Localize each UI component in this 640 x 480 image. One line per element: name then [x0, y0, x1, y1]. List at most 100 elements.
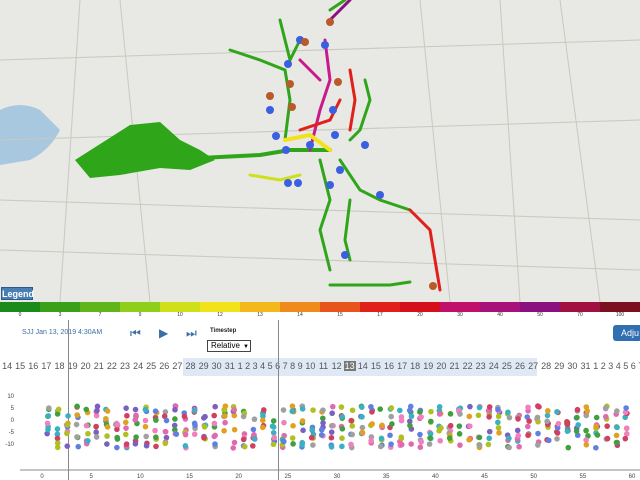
timeline-day[interactable]: 22 — [106, 361, 117, 371]
scatter-point — [250, 426, 257, 433]
timeline-day[interactable]: 21 — [93, 361, 104, 371]
scatter-point — [152, 427, 158, 434]
timeline-day[interactable]: 29 — [554, 361, 565, 371]
timeline-day[interactable]: 5 — [623, 361, 629, 371]
timeline-day[interactable]: 26 — [514, 361, 525, 371]
timeline-day[interactable]: 27 — [528, 361, 539, 371]
timeline-day[interactable]: 12 — [331, 361, 342, 371]
timeline-day[interactable]: 5 — [267, 361, 273, 371]
timeline-day[interactable]: 25 — [146, 361, 157, 371]
timeline-day[interactable]: 8 — [290, 361, 296, 371]
timeline-day[interactable]: 17 — [397, 361, 408, 371]
timeline-day[interactable]: 31 — [224, 361, 235, 371]
adjust-button[interactable]: Adju — [613, 325, 640, 341]
timeline-day[interactable]: 3 — [252, 361, 258, 371]
timeline-day[interactable]: 1 — [593, 361, 599, 371]
facility-markers[interactable] — [266, 18, 437, 290]
timeline-day[interactable]: 26 — [159, 361, 170, 371]
timeline-day[interactable]: 20 — [436, 361, 447, 371]
scatter-point — [486, 404, 493, 410]
timeline-day[interactable]: 28 — [541, 361, 552, 371]
timeline-day[interactable]: 4 — [615, 361, 621, 371]
scatter-point — [398, 441, 405, 448]
scatter-point — [387, 432, 393, 439]
skip-forward-icon[interactable]: ⏭ — [186, 326, 197, 340]
timeline-day[interactable]: 15 — [370, 361, 381, 371]
scatter-point — [623, 425, 630, 431]
timestep-label: Timestep — [210, 328, 237, 334]
timeline-day[interactable]: 19 — [423, 361, 434, 371]
scatter-point — [240, 436, 247, 443]
map-view[interactable]: Legend — [0, 0, 640, 302]
timeline-day[interactable]: 7 — [638, 361, 640, 371]
timeline-day[interactable]: 29 — [198, 361, 209, 371]
timeline-day[interactable]: 27 — [172, 361, 183, 371]
scatter-point — [201, 434, 207, 441]
timeline-range-highlight[interactable] — [183, 358, 537, 376]
timeline-day[interactable]: 30 — [567, 361, 578, 371]
timeline-day[interactable]: 17 — [41, 361, 52, 371]
timeline-day[interactable]: 13 — [343, 361, 356, 371]
scatter-point — [309, 427, 315, 433]
timeline-day[interactable]: 30 — [211, 361, 222, 371]
timeline-day[interactable]: 18 — [54, 361, 65, 371]
timeline-day[interactable]: 25 — [501, 361, 512, 371]
scatter-point — [181, 413, 188, 420]
scatter-point — [398, 414, 405, 420]
timeline-day[interactable]: 3 — [608, 361, 614, 371]
timeline-day[interactable]: 7 — [282, 361, 288, 371]
timeline-day[interactable]: 21 — [449, 361, 460, 371]
timeline-day[interactable]: 23 — [475, 361, 486, 371]
scatter-point — [299, 441, 305, 448]
skip-back-icon[interactable]: ⏮ — [130, 326, 141, 340]
timeline-day[interactable]: 2 — [245, 361, 251, 371]
timeline-day[interactable]: 16 — [383, 361, 394, 371]
scatter-point — [328, 429, 335, 435]
scatter-point — [163, 417, 170, 424]
timeline-day[interactable]: 6 — [274, 361, 281, 371]
timeline-day[interactable]: 15 — [15, 361, 26, 371]
timeline-day[interactable]: 6 — [630, 361, 636, 371]
timeline-day[interactable]: 20 — [80, 361, 91, 371]
x-tick-label: 5 — [89, 474, 93, 480]
scatter-point — [369, 409, 375, 415]
timeline-day[interactable]: 23 — [119, 361, 130, 371]
play-icon[interactable]: ▶ — [159, 326, 169, 340]
scatter-point — [122, 431, 129, 438]
scatter-point — [486, 428, 493, 435]
scatter-point — [212, 403, 218, 410]
timeline-day[interactable]: 9 — [297, 361, 303, 371]
color-scale-segment — [600, 302, 640, 312]
scatter-point — [418, 439, 425, 445]
map-canvas[interactable] — [0, 0, 640, 302]
color-scale-label: 17 — [377, 312, 383, 318]
timeline-day[interactable]: 19 — [67, 361, 78, 371]
scatter-point — [172, 406, 178, 413]
scatter-point — [251, 432, 257, 438]
day-timeline[interactable]: 14 15 16 17 18 19 20 21 22 23 24 25 26 27 28 29 30 31 1 2 3 4… — [0, 358, 640, 376]
timeline-day[interactable]: 24 — [133, 361, 144, 371]
timeline-day[interactable]: 22 — [462, 361, 473, 371]
scatter-point — [436, 411, 443, 417]
scatter-point — [162, 440, 169, 447]
scatter-point — [398, 434, 405, 440]
timeline-day[interactable]: 16 — [28, 361, 39, 371]
timeline-day[interactable]: 10 — [305, 361, 316, 371]
color-scale-label: 14 — [297, 312, 303, 318]
timeline-day[interactable]: 18 — [410, 361, 421, 371]
timeline-day[interactable]: 1 — [237, 361, 243, 371]
timeline-day[interactable]: 11 — [318, 361, 329, 371]
timeline-day[interactable]: 24 — [488, 361, 499, 371]
timeline-day[interactable]: 14 — [357, 361, 368, 371]
scatter-point — [270, 429, 277, 436]
timestep-select[interactable]: Relative ▼ — [207, 340, 251, 352]
timeline-day[interactable]: 31 — [580, 361, 591, 371]
timeline-day[interactable]: 14 — [2, 361, 13, 371]
timeline-day[interactable]: 28 — [185, 361, 196, 371]
color-scale-segment — [80, 302, 121, 312]
timeline-day[interactable]: 4 — [260, 361, 266, 371]
scatter-point — [544, 412, 551, 419]
scatter-point — [534, 442, 541, 448]
legend-button[interactable]: Legend — [1, 287, 35, 300]
timeline-day[interactable]: 2 — [600, 361, 606, 371]
